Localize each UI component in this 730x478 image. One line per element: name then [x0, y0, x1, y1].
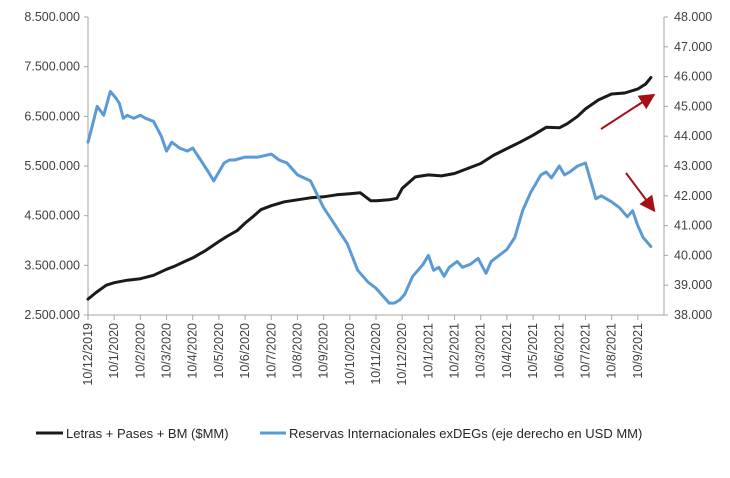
- right-tick-label: 38.000: [674, 308, 712, 322]
- right-tick-label: 40.000: [674, 248, 712, 262]
- right-tick-label: 48.000: [674, 10, 712, 24]
- series-line-1: [86, 76, 653, 301]
- right-tick-label: 45.000: [674, 99, 712, 113]
- x-tick-label: 10/3/2020: [160, 323, 174, 379]
- legend-label-1: Letras + Pases + BM ($MM): [66, 426, 229, 441]
- x-tick-label: 10/4/2021: [500, 323, 514, 379]
- up-trend-arrow: [600, 93, 656, 130]
- trend-arrows: [600, 93, 656, 213]
- x-tick-label: 10/4/2020: [186, 323, 200, 379]
- right-tick-label: 47.000: [674, 40, 712, 54]
- x-tick-label: 10/6/2021: [552, 323, 566, 379]
- legend-label-2: Reservas Internacionales exDEGs (eje der…: [289, 426, 642, 441]
- x-tick-label: 10/9/2020: [317, 323, 331, 379]
- left-tick-label: 7.500.000: [24, 60, 80, 74]
- left-tick-label: 3.500.000: [24, 258, 80, 272]
- left-tick-label: 4.500.000: [24, 209, 80, 223]
- down-trend-arrow: [625, 172, 656, 213]
- right-axis-ticks: 38.000 39.000 40.000 41.000 42.000 43.000 44.0…: [664, 10, 712, 322]
- left-tick-label: 8.500.000: [24, 10, 80, 24]
- series-lines: [86, 76, 653, 305]
- x-tick-label: 10/9/2021: [631, 323, 645, 379]
- x-tick-label: 10/11/2020: [369, 323, 383, 385]
- left-tick-label: 6.500.000: [24, 109, 80, 123]
- left-tick-label: 2.500.000: [24, 308, 80, 322]
- x-tick-label: 10/5/2020: [212, 323, 226, 379]
- x-tick-label: 10/5/2021: [526, 323, 540, 379]
- series-line-2: [86, 90, 653, 305]
- x-tick-label: 10/10/2020: [343, 323, 357, 386]
- right-tick-label: 43.000: [674, 159, 712, 173]
- x-axis-ticks: 10/12/2019 10/1/2020 10/2/2020 10/3/2020 10/…: [81, 315, 645, 386]
- left-tick-label: 5.500.000: [24, 159, 80, 173]
- right-tick-label: 41.000: [674, 219, 712, 233]
- right-tick-label: 44.000: [674, 129, 712, 143]
- x-tick-label: 10/12/2019: [81, 323, 95, 386]
- right-tick-label: 42.000: [674, 189, 712, 203]
- left-axis-ticks: 2.500.000 3.500.000 4.500.000 5.500.000 6.50…: [24, 10, 88, 322]
- x-tick-label: 10/1/2020: [107, 323, 121, 379]
- x-tick-label: 10/8/2020: [290, 323, 304, 379]
- legend: Letras + Pases + BM ($MM) Reservas Intern…: [36, 426, 642, 441]
- x-tick-label: 10/3/2021: [474, 323, 488, 379]
- x-tick-label: 10/8/2021: [605, 323, 619, 379]
- x-tick-label: 10/7/2020: [264, 323, 278, 379]
- x-tick-label: 10/7/2021: [578, 323, 592, 379]
- x-tick-label: 10/6/2020: [238, 323, 252, 379]
- x-tick-label: 10/12/2020: [395, 323, 409, 386]
- x-tick-label: 10/2/2021: [448, 323, 462, 379]
- right-tick-label: 39.000: [674, 278, 712, 292]
- right-tick-label: 46.000: [674, 70, 712, 84]
- x-tick-label: 10/1/2021: [421, 323, 435, 379]
- x-tick-label: 10/2/2020: [133, 323, 147, 379]
